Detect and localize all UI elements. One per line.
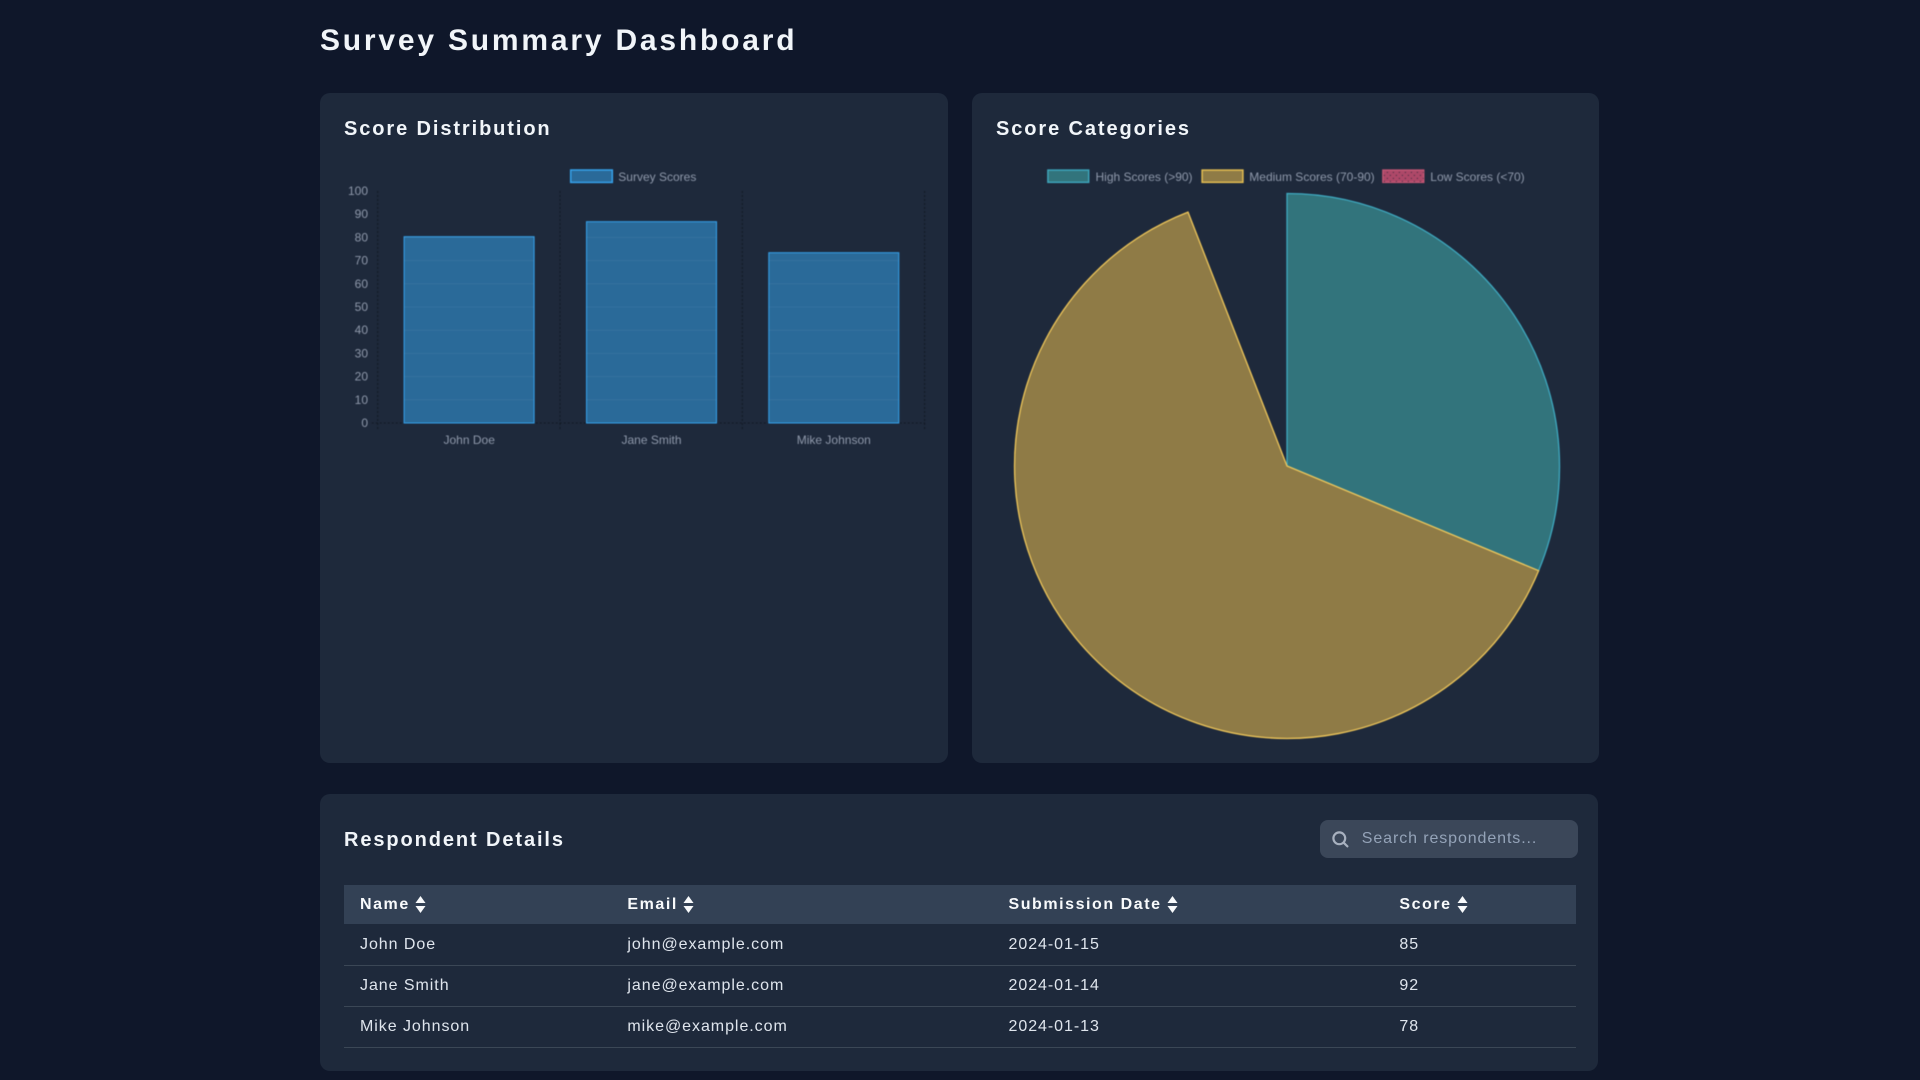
svg-text:10: 10 — [355, 393, 369, 407]
svg-text:0: 0 — [361, 416, 368, 430]
svg-text:30: 30 — [355, 346, 369, 360]
svg-text:20: 20 — [355, 370, 369, 384]
svg-text:John Doe: John Doe — [444, 433, 496, 447]
svg-text:Medium Scores (70-90): Medium Scores (70-90) — [1249, 170, 1374, 184]
svg-text:Low Scores (<70): Low Scores (<70) — [1430, 170, 1524, 184]
svg-text:80: 80 — [355, 230, 369, 244]
svg-text:60: 60 — [355, 277, 369, 291]
svg-text:40: 40 — [355, 323, 369, 337]
svg-text:Jane Smith: Jane Smith — [621, 433, 681, 447]
svg-text:50: 50 — [355, 300, 369, 314]
svg-text:70: 70 — [355, 254, 369, 268]
svg-text:90: 90 — [355, 207, 369, 221]
svg-text:Survey Scores: Survey Scores — [618, 170, 696, 184]
svg-text:100: 100 — [348, 184, 368, 198]
svg-text:High Scores (>90): High Scores (>90) — [1096, 170, 1193, 184]
svg-text:Mike Johnson: Mike Johnson — [797, 433, 871, 447]
